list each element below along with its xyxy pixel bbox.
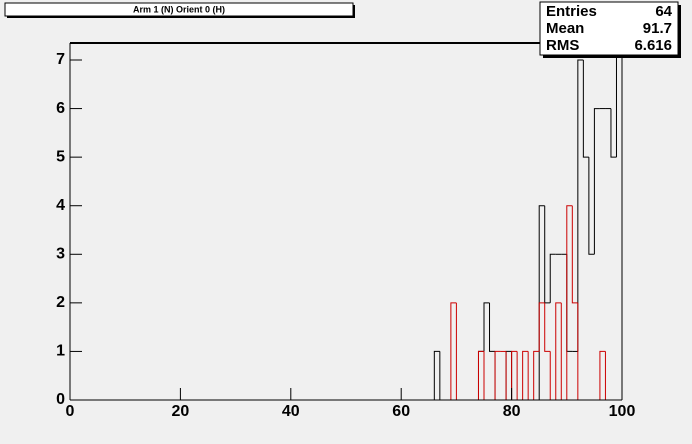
histogram-bin bbox=[549, 351, 556, 400]
histogram-bin bbox=[549, 253, 556, 303]
title-box bbox=[4, 2, 354, 17]
histogram-bin bbox=[489, 302, 496, 352]
stats-box bbox=[539, 1, 679, 56]
histogram-bin bbox=[483, 351, 490, 400]
histogram-bin bbox=[615, 43, 622, 400]
histogram-bin bbox=[511, 350, 518, 400]
histogram-bin bbox=[505, 351, 512, 400]
histogram-bin bbox=[582, 60, 589, 158]
histogram-bin bbox=[599, 350, 606, 400]
x-tick-label: 80 bbox=[503, 403, 521, 420]
histogram-bin bbox=[577, 302, 584, 400]
histogram-bin bbox=[571, 205, 578, 304]
histogram-bin bbox=[533, 350, 540, 400]
y-tick-label: 0 bbox=[56, 391, 65, 408]
stat-label: Mean bbox=[546, 20, 584, 37]
histogram-bin bbox=[494, 350, 501, 400]
plot-area bbox=[70, 43, 622, 400]
histogram-bin bbox=[560, 302, 567, 400]
stat-label: Entries bbox=[546, 3, 597, 20]
y-tick-label: 7 bbox=[56, 51, 65, 68]
histogram-bin bbox=[483, 302, 490, 352]
stat-value: 91.7 bbox=[643, 20, 672, 37]
histogram-bin bbox=[544, 302, 551, 352]
histogram-bin bbox=[516, 351, 523, 400]
histogram-bin bbox=[604, 351, 611, 400]
histogram-bin bbox=[538, 302, 545, 352]
y-tick-label: 2 bbox=[56, 294, 65, 311]
histogram-bin bbox=[555, 302, 562, 400]
y-tick-label: 5 bbox=[56, 148, 65, 165]
x-tick-label: 0 bbox=[66, 403, 75, 420]
histogram-bin bbox=[566, 205, 573, 400]
x-tick-label: 100 bbox=[609, 403, 636, 420]
y-tick-label: 6 bbox=[56, 100, 65, 117]
histogram-bin bbox=[588, 157, 595, 255]
histogram-bin bbox=[522, 350, 529, 400]
y-tick-label: 3 bbox=[56, 246, 65, 263]
y-tick-label: 1 bbox=[56, 343, 65, 360]
histogram-bin bbox=[450, 302, 457, 400]
y-tick-label: 4 bbox=[56, 197, 65, 214]
histogram-bin bbox=[477, 350, 484, 400]
histogram-bin bbox=[439, 351, 446, 400]
stat-label: RMS bbox=[546, 37, 579, 54]
stat-value: 6.616 bbox=[634, 37, 672, 54]
histogram-bin bbox=[527, 351, 534, 400]
histogram-bin bbox=[455, 302, 462, 400]
stat-value: 64 bbox=[655, 3, 672, 20]
x-tick-label: 60 bbox=[392, 403, 410, 420]
histogram-bin bbox=[433, 350, 440, 400]
x-tick-label: 40 bbox=[282, 403, 300, 420]
chart-title: Arm 1 (N) Orient 0 (H) bbox=[133, 4, 225, 14]
histogram-bin bbox=[577, 59, 584, 352]
x-tick-label: 20 bbox=[172, 403, 190, 420]
histogram-bin bbox=[593, 108, 600, 255]
histogram-bin bbox=[610, 108, 617, 158]
